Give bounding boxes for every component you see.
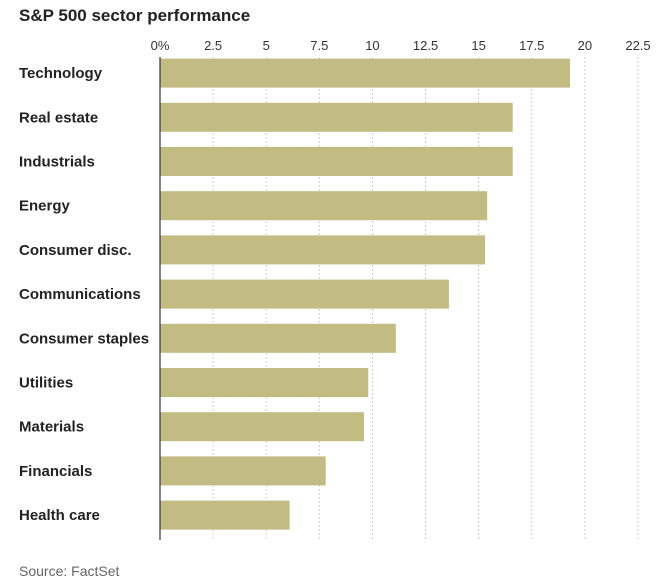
category-label: Materials: [19, 419, 84, 436]
bar: [160, 412, 364, 442]
bar: [160, 500, 290, 530]
category-label: Real estate: [19, 109, 98, 126]
category-labels: Technology Real estate Industrials Energy Co…: [19, 65, 149, 524]
x-tick-label: 22.5: [625, 38, 650, 53]
category-label: Energy: [19, 198, 71, 215]
x-tick-label: 2.5: [204, 38, 222, 53]
bars: [160, 58, 571, 530]
x-tick-label: 10: [365, 38, 379, 53]
category-label: Communications: [19, 286, 141, 303]
x-axis-ticks: 0% 2.5 5 7.5 10 12.5 15 17.5 20 22.5: [151, 38, 651, 53]
x-tick-label: 17.5: [519, 38, 544, 53]
bar: [160, 456, 326, 486]
bar: [160, 368, 369, 397]
bar: [160, 147, 513, 176]
bar: [160, 323, 396, 353]
bar: [160, 191, 488, 221]
category-label: Consumer staples: [19, 330, 149, 347]
chart-title: S&P 500 sector performance: [19, 6, 251, 25]
x-tick-label: 5: [263, 38, 270, 53]
bar: [160, 58, 571, 88]
category-label: Technology: [19, 65, 103, 82]
category-label: Consumer disc.: [19, 242, 132, 259]
x-tick-label: 0%: [151, 38, 170, 53]
bar: [160, 279, 449, 309]
source-note: Source: FactSet: [19, 563, 120, 579]
x-tick-label: 12.5: [413, 38, 438, 53]
category-label: Utilities: [19, 375, 73, 392]
bar: [160, 235, 486, 265]
x-tick-label: 20: [578, 38, 592, 53]
x-tick-label: 15: [471, 38, 485, 53]
bar: [160, 102, 513, 132]
category-label: Financials: [19, 463, 92, 480]
category-label: Industrials: [19, 154, 95, 171]
category-label: Health care: [19, 507, 100, 524]
x-tick-label: 7.5: [310, 38, 328, 53]
